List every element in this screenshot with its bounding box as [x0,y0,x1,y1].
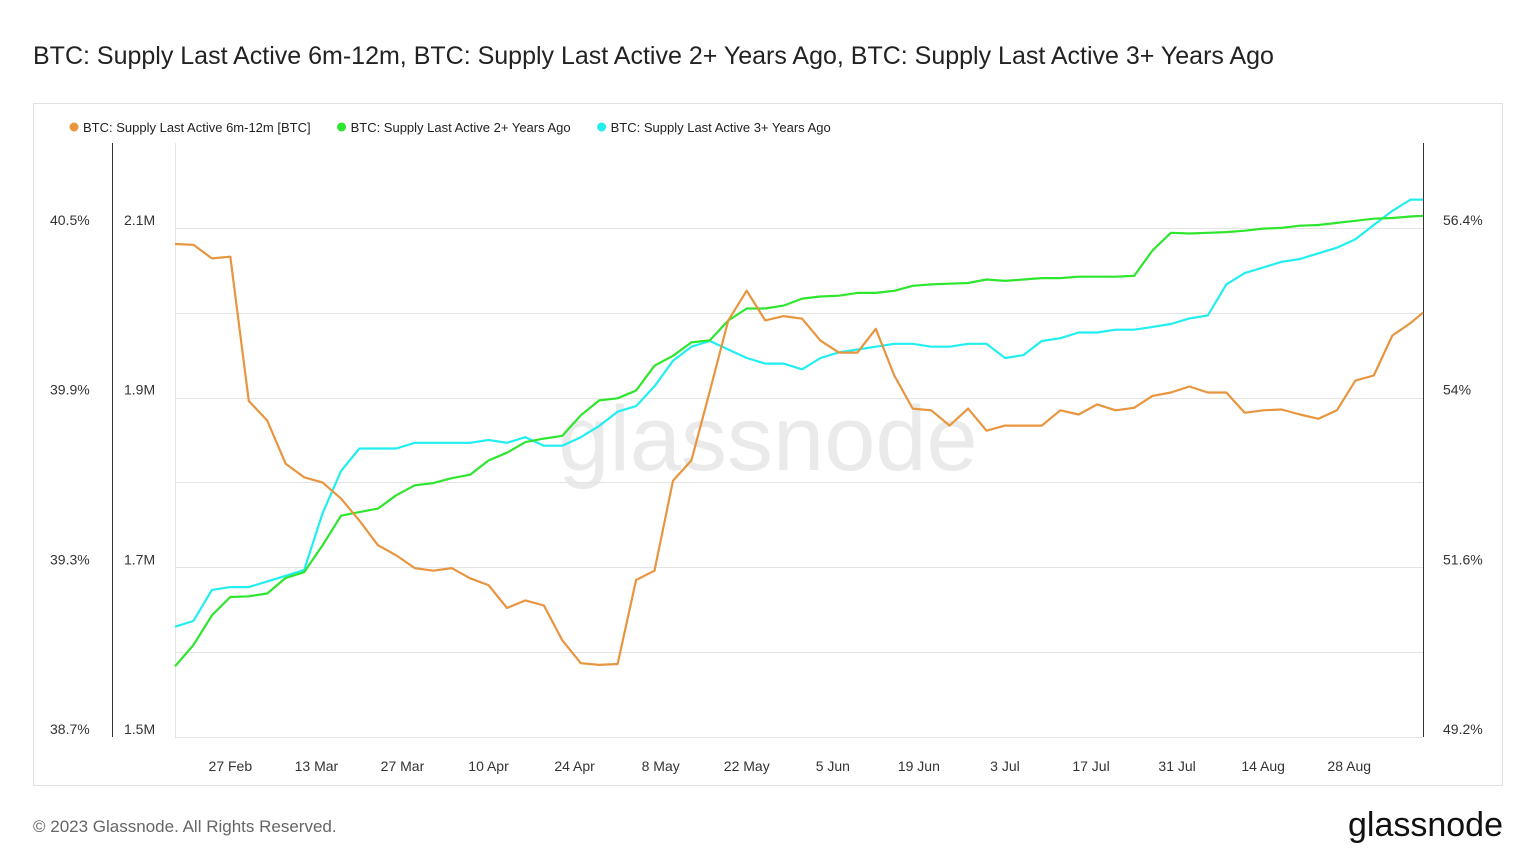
copyright: © 2023 Glassnode. All Rights Reserved. [33,817,337,836]
y-tick-label: 1.9M [124,382,155,398]
x-tick-label: 28 Aug [1327,758,1371,774]
y-tick-label: 38.7% [50,721,90,737]
x-tick-label: 8 May [642,758,680,774]
legend-marker [597,122,607,132]
x-tick-label: 5 Jun [816,758,850,774]
x-tick-label: 17 Jul [1072,758,1109,774]
y-tick-label: 39.9% [50,382,90,398]
y-tick-label: 39.3% [50,551,90,567]
x-tick-label: 14 Aug [1241,758,1285,774]
watermark: glassnode [558,388,977,490]
y-tick-label: 54% [1443,382,1471,398]
y-tick-label: 2.1M [124,212,155,228]
x-tick-label: 13 Mar [295,758,339,774]
series-line [174,198,1423,628]
series-line [174,214,1424,668]
x-tick-label: 3 Jul [990,758,1020,774]
legend-label: BTC: Supply Last Active 3+ Years Ago [611,120,831,135]
legend-label: BTC: Supply Last Active 2+ Years Ago [351,120,571,135]
chart-frame [33,103,1503,786]
y-tick-label: 1.7M [124,551,155,567]
series-line [174,242,1424,666]
x-tick-label: 27 Feb [209,758,253,774]
legend-label: BTC: Supply Last Active 6m-12m [BTC] [83,120,311,135]
y-tick-label: 40.5% [50,212,90,228]
x-tick-label: 24 Apr [554,758,595,774]
x-tick-label: 31 Jul [1158,758,1195,774]
y-tick-label: 49.2% [1443,721,1483,737]
y-tick-label: 56.4% [1443,212,1483,228]
x-tick-label: 19 Jun [898,758,940,774]
legend-marker [337,122,347,132]
logo: glassnode [1348,806,1503,844]
y-tick-label: 51.6% [1443,551,1483,567]
x-tick-label: 10 Apr [468,758,509,774]
legend-marker [69,122,79,132]
x-tick-label: 27 Mar [381,758,425,774]
y-tick-label: 1.5M [124,721,155,737]
chart-title: BTC: Supply Last Active 6m-12m, BTC: Sup… [33,42,1274,70]
x-tick-label: 22 May [724,758,770,774]
